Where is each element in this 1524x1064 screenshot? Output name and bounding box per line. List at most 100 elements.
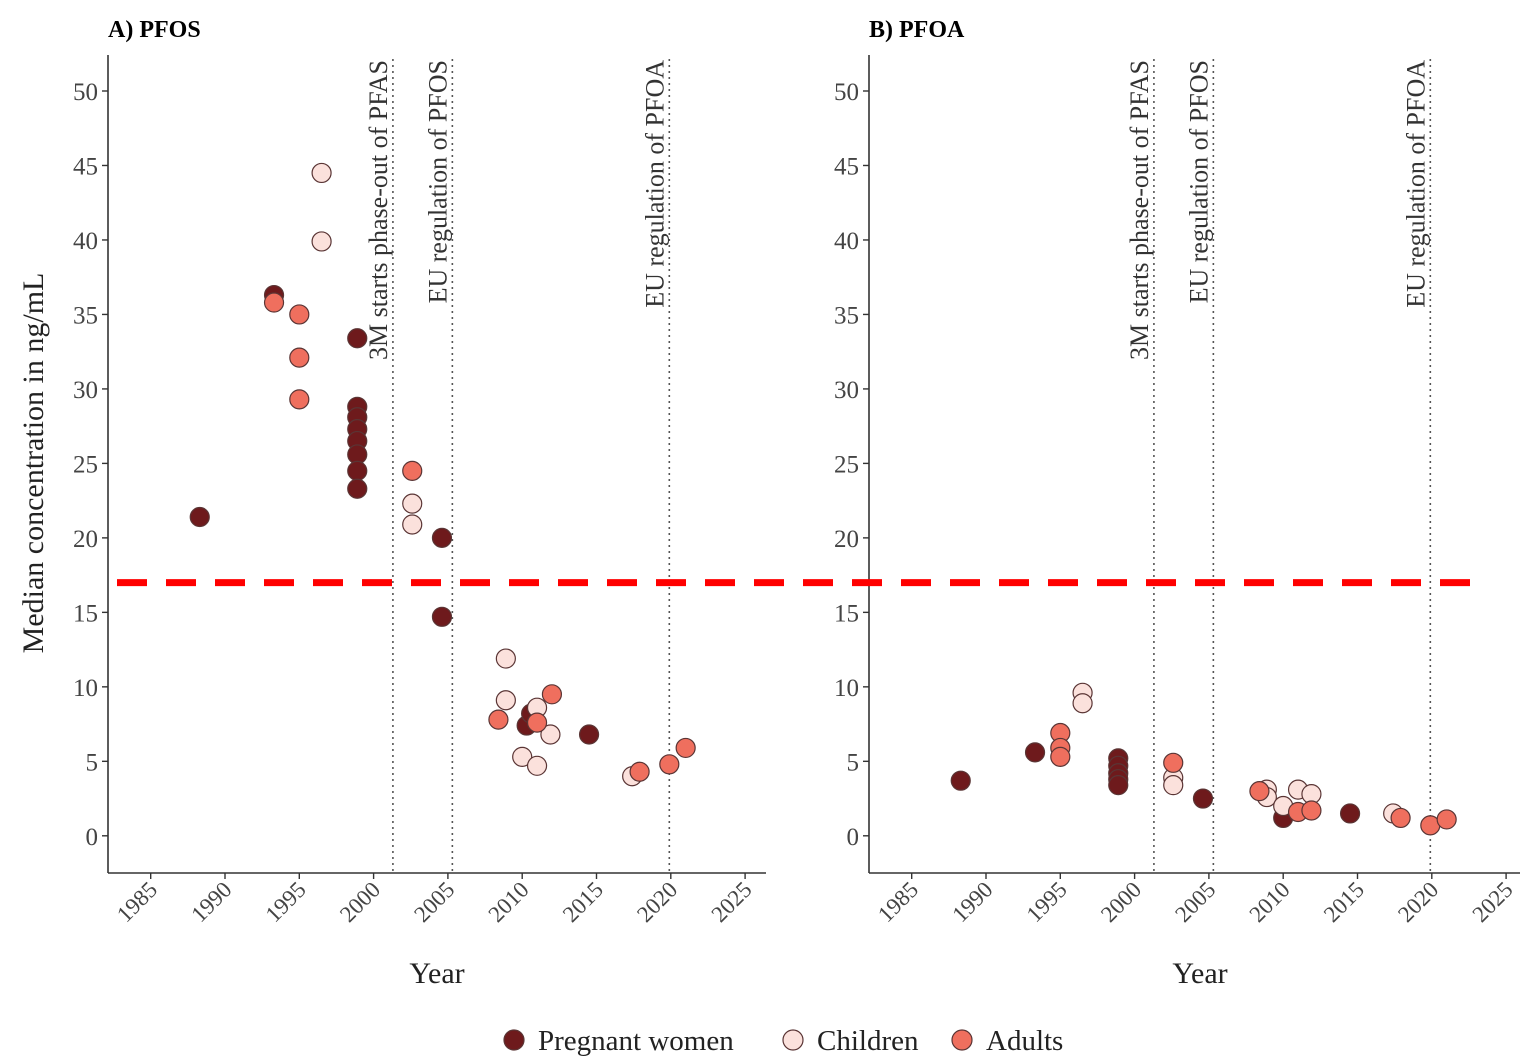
y-tick-label: 5 (847, 749, 860, 776)
y-tick-label: 30 (834, 377, 859, 404)
data-point-pregnant (1024, 742, 1046, 763)
x-tick-label: 1990 (186, 877, 236, 927)
x-tick-label: 2025 (1467, 877, 1517, 927)
y-tick-label: 35 (73, 302, 98, 329)
legend-marker-adults (951, 1029, 973, 1051)
data-point-children (512, 746, 533, 767)
data-point-pregnant (189, 506, 210, 528)
series-pregnant (950, 742, 1361, 829)
y-tick-label: 15 (73, 600, 98, 627)
x-tick-label: 2000 (335, 877, 385, 927)
y-tick-label: 0 (86, 824, 99, 851)
y-tick-label: 40 (834, 228, 859, 255)
data-point-adults (629, 761, 650, 782)
x-tick-label: 2010 (484, 877, 534, 927)
data-point-children (311, 231, 332, 252)
data-point-pregnant (347, 460, 368, 481)
panel-title: B) PFOA (869, 17, 965, 43)
data-point-pregnant (347, 328, 368, 349)
y-tick-label: 45 (834, 153, 859, 180)
data-point-adults (402, 460, 423, 481)
y-axis-label: Median concentration in ng/mL (17, 273, 50, 654)
series-adults (1050, 722, 1457, 836)
data-point-pregnant (1192, 788, 1214, 809)
x-tick-label: 1990 (947, 877, 997, 927)
data-point-pregnant (950, 770, 971, 791)
annotation-label: 3M starts phase-out of PFAS (364, 60, 393, 360)
x-tick-label: 2005 (1170, 877, 1220, 927)
data-point-pregnant (578, 724, 600, 745)
data-point-children (495, 648, 516, 669)
data-point-children (540, 724, 561, 745)
y-tick-label: 5 (86, 749, 99, 776)
x-tick-label: 1995 (1022, 877, 1072, 927)
y-tick-label: 25 (834, 451, 859, 478)
data-point-children (311, 162, 332, 184)
data-point-pregnant (1339, 803, 1361, 824)
data-point-adults (1163, 752, 1184, 773)
data-point-adults (675, 737, 696, 759)
data-point-children (402, 493, 423, 514)
x-tick-label: 2020 (632, 877, 682, 927)
data-point-adults (1301, 800, 1322, 821)
data-point-children (1072, 693, 1093, 714)
y-tick-label: 10 (73, 675, 98, 702)
x-tick-label: 1985 (873, 877, 923, 927)
x-tick-label: 2005 (409, 877, 459, 927)
data-point-children (402, 514, 423, 535)
data-point-adults (541, 684, 563, 705)
y-tick-label: 10 (834, 675, 859, 702)
data-point-children (1163, 775, 1184, 796)
x-axis-label: Year (409, 957, 464, 990)
x-tick-label: 2010 (1245, 877, 1295, 927)
data-point-adults (659, 754, 680, 775)
legend: Pregnant women Children Adults (503, 1025, 1063, 1057)
x-tick-label: 2015 (558, 877, 608, 927)
data-point-children (526, 755, 548, 776)
data-point-adults (1436, 809, 1457, 830)
data-point-adults (263, 292, 285, 313)
y-tick-label: 45 (73, 153, 98, 180)
x-tick-label: 2025 (706, 877, 756, 927)
y-tick-label: 20 (834, 526, 859, 553)
y-tick-label: 25 (73, 451, 98, 478)
x-tick-label: 1995 (261, 877, 311, 927)
data-point-adults (526, 712, 548, 733)
data-point-adults (289, 389, 310, 410)
annotation-label: EU regulation of PFOS (1184, 60, 1213, 303)
x-axis-label: Year (1172, 957, 1227, 990)
data-point-adults (1390, 807, 1411, 829)
legend-label-pregnant: Pregnant women (538, 1025, 734, 1057)
x-tick-label: 2000 (1096, 877, 1146, 927)
y-tick-label: 15 (834, 600, 859, 627)
y-tick-label: 50 (73, 79, 98, 106)
series-pregnant (189, 284, 600, 745)
y-tick-label: 20 (73, 526, 98, 553)
series-adults (263, 292, 696, 782)
data-point-adults (289, 347, 310, 368)
panel-title: A) PFOS (108, 17, 201, 43)
annotation-label: 3M starts phase-out of PFAS (1125, 60, 1154, 360)
y-tick-label: 50 (834, 79, 859, 106)
legend-label-children: Children (817, 1025, 919, 1057)
data-point-pregnant (431, 606, 453, 627)
legend-marker-children (782, 1029, 804, 1051)
x-tick-label: 2015 (1319, 877, 1369, 927)
data-point-adults (289, 304, 310, 325)
y-tick-label: 0 (847, 824, 860, 851)
x-tick-label: 1985 (112, 877, 162, 927)
legend-marker-pregnant (503, 1029, 525, 1051)
data-point-adults (488, 709, 509, 730)
data-point-pregnant (431, 527, 453, 548)
y-tick-label: 35 (834, 302, 859, 329)
legend-label-adults: Adults (986, 1025, 1063, 1057)
data-point-adults (1249, 781, 1270, 802)
data-point-children (495, 690, 516, 711)
annotation-label: EU regulation of PFOS (423, 60, 452, 303)
annotation-label: EU regulation of PFOA (1401, 60, 1430, 308)
x-tick-label: 2020 (1393, 877, 1443, 927)
annotation-label: EU regulation of PFOA (640, 60, 669, 308)
